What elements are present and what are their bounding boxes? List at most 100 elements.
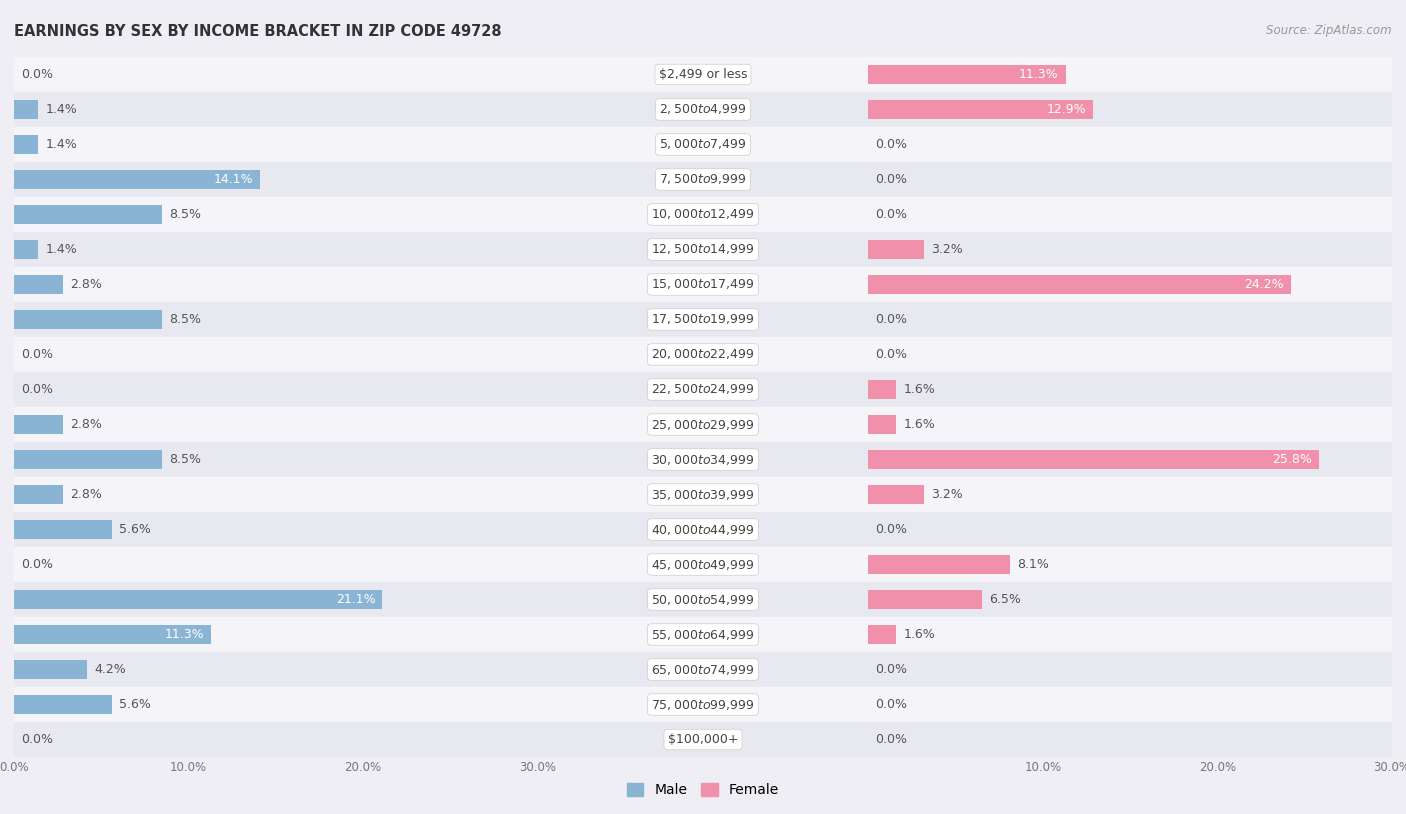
Bar — [14, 310, 163, 329]
Bar — [869, 127, 1392, 162]
Bar — [869, 372, 1392, 407]
Bar — [14, 582, 537, 617]
Bar — [14, 477, 537, 512]
Bar — [869, 232, 1392, 267]
Text: 1.4%: 1.4% — [45, 138, 77, 151]
Bar — [14, 442, 537, 477]
Bar — [14, 590, 382, 609]
Text: 0.0%: 0.0% — [21, 733, 53, 746]
Bar — [537, 407, 869, 442]
Text: 0.0%: 0.0% — [876, 348, 907, 361]
Text: 8.5%: 8.5% — [169, 313, 201, 326]
Bar — [537, 722, 869, 757]
Text: $50,000 to $54,999: $50,000 to $54,999 — [651, 593, 755, 606]
Bar — [14, 205, 163, 224]
Text: $7,500 to $9,999: $7,500 to $9,999 — [659, 173, 747, 186]
Bar — [537, 337, 869, 372]
Bar — [14, 372, 537, 407]
Bar — [537, 652, 869, 687]
Bar — [869, 407, 1392, 442]
Text: $2,500 to $4,999: $2,500 to $4,999 — [659, 103, 747, 116]
Text: 12.9%: 12.9% — [1047, 103, 1087, 116]
Bar — [14, 485, 63, 504]
Bar — [14, 415, 63, 434]
Text: 4.2%: 4.2% — [94, 663, 127, 676]
Text: $75,000 to $99,999: $75,000 to $99,999 — [651, 698, 755, 711]
Text: 0.0%: 0.0% — [876, 313, 907, 326]
Bar — [14, 100, 38, 119]
Bar — [537, 512, 869, 547]
Text: 0.0%: 0.0% — [876, 208, 907, 221]
Text: $35,000 to $39,999: $35,000 to $39,999 — [651, 488, 755, 501]
Text: 2.8%: 2.8% — [70, 488, 101, 501]
Text: 1.4%: 1.4% — [45, 243, 77, 256]
Bar — [537, 162, 869, 197]
Bar — [869, 380, 896, 399]
Bar — [14, 302, 537, 337]
Text: 8.5%: 8.5% — [169, 208, 201, 221]
Bar — [869, 722, 1392, 757]
Text: $22,500 to $24,999: $22,500 to $24,999 — [651, 383, 755, 396]
Bar — [537, 197, 869, 232]
Bar — [14, 547, 537, 582]
Bar — [14, 57, 537, 92]
Text: 1.6%: 1.6% — [903, 628, 935, 641]
Bar — [14, 660, 87, 679]
Bar — [14, 170, 260, 189]
Bar — [14, 617, 537, 652]
Bar — [537, 267, 869, 302]
Text: 6.5%: 6.5% — [988, 593, 1021, 606]
Bar — [14, 695, 112, 714]
Bar — [869, 337, 1392, 372]
Bar — [869, 652, 1392, 687]
Text: 0.0%: 0.0% — [876, 523, 907, 536]
Text: $15,000 to $17,499: $15,000 to $17,499 — [651, 278, 755, 291]
Text: $45,000 to $49,999: $45,000 to $49,999 — [651, 558, 755, 571]
Text: $25,000 to $29,999: $25,000 to $29,999 — [651, 418, 755, 431]
Bar — [869, 267, 1392, 302]
Bar — [537, 477, 869, 512]
Bar — [14, 687, 537, 722]
Bar — [14, 127, 537, 162]
Bar — [869, 162, 1392, 197]
Text: 14.1%: 14.1% — [214, 173, 253, 186]
Bar — [869, 302, 1392, 337]
Text: $65,000 to $74,999: $65,000 to $74,999 — [651, 663, 755, 676]
Text: 8.1%: 8.1% — [1017, 558, 1049, 571]
Text: 3.2%: 3.2% — [931, 488, 963, 501]
Text: 11.3%: 11.3% — [165, 628, 204, 641]
Text: 3.2%: 3.2% — [931, 243, 963, 256]
Bar — [14, 407, 537, 442]
Bar — [869, 617, 1392, 652]
Bar — [869, 477, 1392, 512]
Bar — [14, 275, 63, 294]
Bar — [14, 450, 163, 469]
Text: 1.6%: 1.6% — [903, 418, 935, 431]
Bar — [537, 372, 869, 407]
Bar — [14, 512, 537, 547]
Bar — [14, 197, 537, 232]
Bar — [14, 520, 112, 539]
Text: 0.0%: 0.0% — [21, 558, 53, 571]
Bar — [14, 162, 537, 197]
Bar — [869, 582, 1392, 617]
Legend: Male, Female: Male, Female — [621, 778, 785, 803]
Bar — [537, 547, 869, 582]
Text: 0.0%: 0.0% — [21, 348, 53, 361]
Text: 24.2%: 24.2% — [1244, 278, 1284, 291]
Bar — [869, 92, 1392, 127]
Text: EARNINGS BY SEX BY INCOME BRACKET IN ZIP CODE 49728: EARNINGS BY SEX BY INCOME BRACKET IN ZIP… — [14, 24, 502, 39]
Bar — [869, 555, 1010, 574]
Text: 21.1%: 21.1% — [336, 593, 375, 606]
Bar — [537, 617, 869, 652]
Text: $100,000+: $100,000+ — [668, 733, 738, 746]
Bar — [537, 687, 869, 722]
Bar — [537, 442, 869, 477]
Text: 11.3%: 11.3% — [1019, 68, 1059, 81]
Bar — [14, 92, 537, 127]
Bar — [869, 687, 1392, 722]
Bar — [14, 337, 537, 372]
Text: Source: ZipAtlas.com: Source: ZipAtlas.com — [1267, 24, 1392, 37]
Text: 0.0%: 0.0% — [876, 733, 907, 746]
Bar — [869, 240, 924, 259]
